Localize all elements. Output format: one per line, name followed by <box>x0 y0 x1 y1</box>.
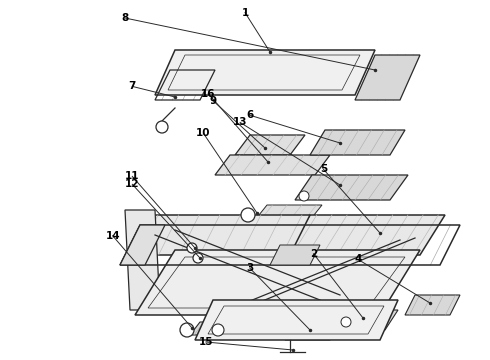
Polygon shape <box>195 300 398 340</box>
Polygon shape <box>295 175 408 200</box>
Polygon shape <box>235 135 305 155</box>
Text: 5: 5 <box>320 164 327 174</box>
Polygon shape <box>310 130 405 155</box>
Circle shape <box>241 208 255 222</box>
Polygon shape <box>285 215 445 255</box>
Polygon shape <box>215 155 330 175</box>
Polygon shape <box>155 50 375 95</box>
Polygon shape <box>130 215 310 255</box>
Circle shape <box>156 121 168 133</box>
Text: 6: 6 <box>246 110 253 120</box>
Circle shape <box>180 323 194 337</box>
Polygon shape <box>270 245 320 265</box>
Polygon shape <box>120 225 165 265</box>
Polygon shape <box>285 322 342 340</box>
Text: 1: 1 <box>242 8 248 18</box>
Text: 2: 2 <box>310 249 317 259</box>
Polygon shape <box>405 295 460 315</box>
Text: 9: 9 <box>210 96 217 106</box>
Text: 14: 14 <box>105 231 120 241</box>
Circle shape <box>299 191 309 201</box>
Text: 16: 16 <box>201 89 216 99</box>
Text: 4: 4 <box>354 254 362 264</box>
Polygon shape <box>255 205 322 220</box>
Polygon shape <box>135 250 420 315</box>
Text: 15: 15 <box>198 337 213 347</box>
Text: 7: 7 <box>128 81 136 91</box>
Polygon shape <box>190 322 240 335</box>
Circle shape <box>341 317 351 327</box>
Text: 10: 10 <box>196 128 211 138</box>
Text: 11: 11 <box>125 171 140 181</box>
Polygon shape <box>340 310 398 330</box>
Circle shape <box>187 243 197 253</box>
Circle shape <box>212 324 224 336</box>
Circle shape <box>193 253 203 263</box>
Text: 12: 12 <box>125 179 140 189</box>
Text: 13: 13 <box>233 117 247 127</box>
Text: 3: 3 <box>246 263 253 273</box>
Polygon shape <box>125 210 160 310</box>
Polygon shape <box>355 55 420 100</box>
Text: 8: 8 <box>122 13 128 23</box>
